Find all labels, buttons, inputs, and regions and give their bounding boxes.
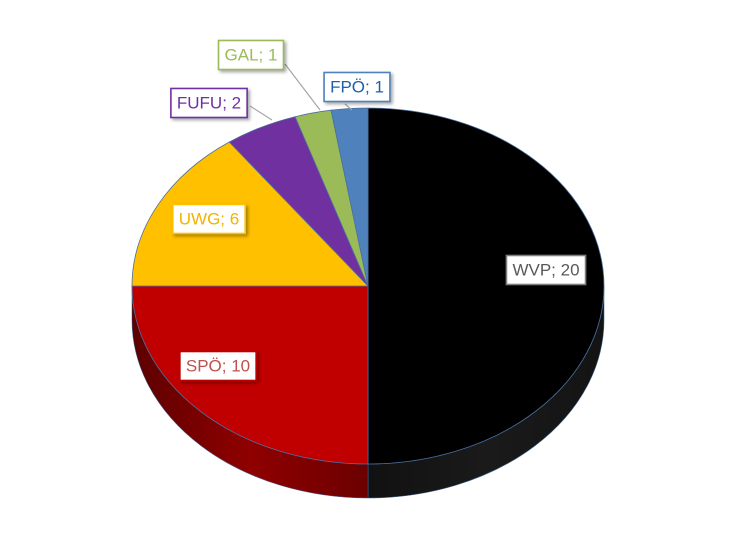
pie-slice-uwg bbox=[131, 141, 369, 287]
data-label-text: FPÖ; 1 bbox=[330, 77, 384, 96]
data-label-box bbox=[179, 350, 257, 382]
data-label-text: SPÖ; 10 bbox=[186, 356, 250, 375]
leader-lines bbox=[249, 63, 353, 121]
data-label-box bbox=[323, 71, 391, 103]
pie-sides bbox=[131, 285, 605, 499]
leader-line bbox=[284, 63, 321, 111]
data-label-box bbox=[505, 254, 587, 286]
data-label-text: FUFU; 2 bbox=[177, 93, 241, 112]
pie-slices bbox=[131, 107, 605, 465]
data-label-box bbox=[171, 203, 247, 235]
data-label-box bbox=[170, 87, 248, 119]
data-label-fpö: FPÖ; 1 bbox=[323, 71, 391, 103]
data-label-spö: SPÖ; 10 bbox=[179, 350, 257, 382]
pie-side-shade bbox=[368, 286, 604, 498]
data-label-uwg: UWG; 6 bbox=[171, 203, 247, 235]
data-label-gal: GAL; 1 bbox=[217, 39, 285, 71]
leader-line bbox=[344, 103, 353, 111]
data-labels: WVP; 20 SPÖ; 10 UWG; 6 FUFU; 2 GAL; 1 FPÖ; 1 bbox=[170, 39, 587, 382]
pie-slice-wvp bbox=[367, 107, 605, 465]
pie-side-shade bbox=[132, 286, 368, 498]
data-label-wvp: WVP; 20 bbox=[505, 254, 587, 286]
data-label-text: GAL; 1 bbox=[225, 45, 278, 64]
data-label-fufu: FUFU; 2 bbox=[170, 87, 248, 119]
data-label-text: WVP; 20 bbox=[512, 260, 579, 279]
data-label-box bbox=[217, 39, 285, 71]
data-label-text: UWG; 6 bbox=[179, 209, 239, 228]
leader-line bbox=[249, 105, 273, 121]
